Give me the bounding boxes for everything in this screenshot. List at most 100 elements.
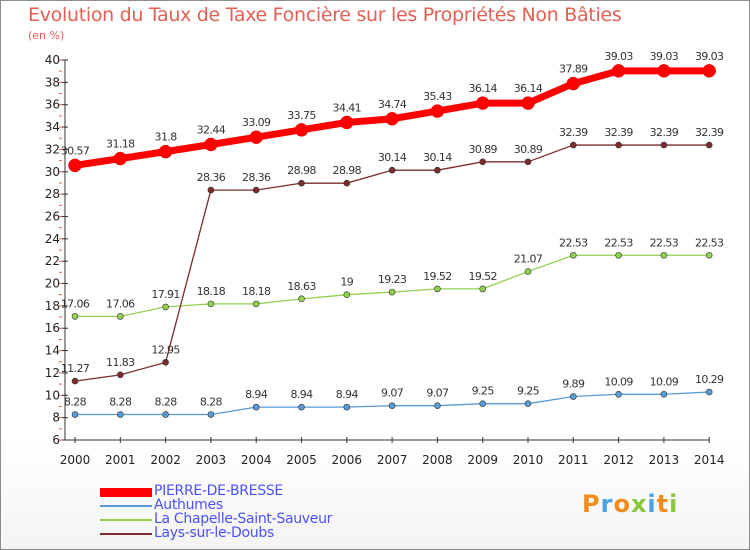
point-Lays-sur-le-Doubs-2006 <box>343 179 351 187</box>
data-label-Authumes-2009: 9.25 <box>472 385 495 398</box>
point-La Chapelle-Saint-Sauveur-2003 <box>207 300 215 308</box>
point-La Chapelle-Saint-Sauveur-2011 <box>569 251 577 259</box>
data-label-Authumes-2011: 9.89 <box>562 378 585 391</box>
data-label-Authumes-2014: 10.29 <box>695 373 724 386</box>
data-label-Authumes-2003: 8.28 <box>200 396 223 409</box>
chart-data-labels: 8.28 8.28 8.28 8.28 8.94 8.94 8.94 9.07 9.07 9.25… <box>61 50 725 409</box>
data-label-PIERRE-DE-BRESSE-2001: 31.18 <box>106 138 135 151</box>
data-label-Lays-sur-le-Doubs-2011: 32.39 <box>559 126 588 139</box>
point-Lays-sur-le-Doubs-2000 <box>71 377 79 385</box>
data-label-La Chapelle-Saint-Sauveur-2002: 17.91 <box>151 288 180 301</box>
point-Lays-sur-le-Doubs-2013 <box>660 141 668 149</box>
point-Lays-sur-le-Doubs-2009 <box>479 158 487 166</box>
logo-letter: i <box>647 490 657 518</box>
logo-letter: o <box>613 490 631 518</box>
logo-letter: t <box>656 490 670 518</box>
point-Authumes-2014 <box>705 388 713 396</box>
x-tick-label-2009: 2009 <box>467 453 498 467</box>
data-label-Authumes-2000: 8.28 <box>64 396 87 409</box>
legend-item-Lays-sur-le-Doubs: Lays-sur-le-Doubs <box>100 525 520 543</box>
data-label-La Chapelle-Saint-Sauveur-2008: 19.52 <box>423 270 452 283</box>
legend-item-Authumes: Authumes <box>100 497 520 515</box>
data-label-La Chapelle-Saint-Sauveur-2010: 21.07 <box>514 253 543 266</box>
point-PIERRE-DE-BRESSE-2003 <box>204 137 218 152</box>
point-Authumes-2011 <box>569 393 577 400</box>
data-label-La Chapelle-Saint-Sauveur-2013: 22.53 <box>650 236 679 249</box>
data-label-PIERRE-DE-BRESSE-2009: 36.14 <box>468 82 497 95</box>
legend-item-PIERRE-DE-BRESSE: PIERRE-DE-BRESSE <box>100 483 520 501</box>
y-tick-label-18: 18 <box>45 299 60 313</box>
point-Authumes-2005 <box>298 403 305 411</box>
chart-unit-label: (en %) <box>28 29 65 42</box>
data-label-Lays-sur-le-Doubs-2005: 28.98 <box>287 164 316 177</box>
data-label-Lays-sur-le-Doubs-2004: 28.36 <box>242 171 271 184</box>
data-label-Lays-sur-le-Doubs-2014: 32.39 <box>695 126 724 139</box>
x-tick-label-2001: 2001 <box>105 453 136 467</box>
point-Lays-sur-le-Doubs-2004 <box>252 186 260 194</box>
y-tick-label-28: 28 <box>45 187 60 201</box>
point-PIERRE-DE-BRESSE-2000 <box>68 158 82 173</box>
data-label-Lays-sur-le-Doubs-2008: 30.14 <box>423 151 452 164</box>
data-label-PIERRE-DE-BRESSE-2014: 39.03 <box>695 50 724 63</box>
data-label-Lays-sur-le-Doubs-2000: 11.27 <box>61 362 90 375</box>
data-label-Authumes-2006: 8.94 <box>336 388 359 401</box>
x-tick-label-2012: 2012 <box>603 453 634 467</box>
point-La Chapelle-Saint-Sauveur-2002 <box>162 303 169 311</box>
point-Authumes-2001 <box>117 411 124 418</box>
point-Lays-sur-le-Doubs-2001 <box>117 371 124 379</box>
x-tick-label-2005: 2005 <box>286 453 317 467</box>
data-label-La Chapelle-Saint-Sauveur-2009: 19.52 <box>468 270 497 283</box>
x-tick-label-2003: 2003 <box>196 453 227 467</box>
point-La Chapelle-Saint-Sauveur-2010 <box>524 268 532 275</box>
x-tick-label-2000: 2000 <box>60 453 91 467</box>
y-tick-label-30: 30 <box>45 165 60 179</box>
point-Authumes-2004 <box>252 403 260 411</box>
legend-item-La Chapelle-Saint-Sauveur: La Chapelle-Saint-Sauveur <box>100 511 520 529</box>
point-Authumes-2002 <box>162 411 169 418</box>
point-La Chapelle-Saint-Sauveur-2009 <box>479 285 487 293</box>
data-label-Lays-sur-le-Doubs-2007: 30.14 <box>378 151 407 164</box>
data-label-Authumes-2004: 8.94 <box>245 388 268 401</box>
data-label-La Chapelle-Saint-Sauveur-2012: 22.53 <box>604 236 633 249</box>
data-label-Lays-sur-le-Doubs-2003: 28.36 <box>197 171 226 184</box>
point-PIERRE-DE-BRESSE-2014 <box>702 64 716 78</box>
legend-label: PIERRE-DE-BRESSE <box>154 483 283 499</box>
point-Lays-sur-le-Doubs-2011 <box>569 141 577 149</box>
point-Lays-sur-le-Doubs-2007 <box>388 166 396 174</box>
data-label-La Chapelle-Saint-Sauveur-2014: 22.53 <box>695 236 724 249</box>
point-Authumes-2006 <box>343 403 351 411</box>
y-tick-label-40: 40 <box>45 53 60 67</box>
y-tick-label-38: 38 <box>45 75 60 89</box>
x-tick-label-2014: 2014 <box>694 453 725 467</box>
legend-swatch <box>100 487 152 497</box>
data-label-PIERRE-DE-BRESSE-2011: 37.89 <box>559 63 588 76</box>
legend-swatch <box>100 519 152 521</box>
data-label-Authumes-2001: 8.28 <box>109 396 132 409</box>
data-label-PIERRE-DE-BRESSE-2010: 36.14 <box>514 82 543 95</box>
point-La Chapelle-Saint-Sauveur-2013 <box>660 251 668 259</box>
y-tick-label-6: 6 <box>52 433 60 447</box>
data-label-PIERRE-DE-BRESSE-2000: 30.57 <box>61 144 90 157</box>
point-Authumes-2007 <box>388 402 396 409</box>
data-label-La Chapelle-Saint-Sauveur-2006: 19 <box>340 276 353 289</box>
data-label-PIERRE-DE-BRESSE-2004: 33.09 <box>242 116 271 129</box>
point-La Chapelle-Saint-Sauveur-2006 <box>343 291 351 299</box>
point-Lays-sur-le-Doubs-2005 <box>298 179 305 187</box>
point-Authumes-2000 <box>71 411 79 418</box>
x-tick-label-2006: 2006 <box>332 453 363 467</box>
point-La Chapelle-Saint-Sauveur-2004 <box>252 300 260 308</box>
point-Lays-sur-le-Doubs-2003 <box>207 186 215 194</box>
logo-letter: i <box>669 490 679 518</box>
data-label-Lays-sur-le-Doubs-2009: 30.89 <box>468 143 497 156</box>
data-label-La Chapelle-Saint-Sauveur-2007: 19.23 <box>378 273 407 286</box>
point-La Chapelle-Saint-Sauveur-2001 <box>117 313 124 320</box>
point-PIERRE-DE-BRESSE-2011 <box>566 76 581 91</box>
point-La Chapelle-Saint-Sauveur-2007 <box>388 288 396 296</box>
point-Authumes-2012 <box>615 390 622 398</box>
point-Lays-sur-le-Doubs-2012 <box>615 141 622 149</box>
proxiti-logo: Proxiti <box>582 490 678 518</box>
point-Lays-sur-le-Doubs-2014 <box>705 141 713 149</box>
point-Lays-sur-le-Doubs-2002 <box>162 359 169 366</box>
point-PIERRE-DE-BRESSE-2009 <box>475 96 490 110</box>
